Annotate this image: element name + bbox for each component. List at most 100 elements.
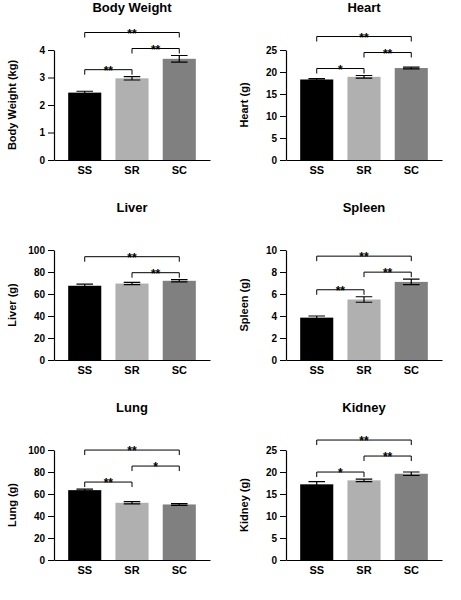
y-tick: 1 xyxy=(39,127,54,138)
x-tick: SS xyxy=(309,564,324,576)
x-tick-label: SR xyxy=(124,164,139,176)
y-tick-mark xyxy=(280,516,286,517)
y-tick: 80 xyxy=(34,467,54,478)
y-tick-mark xyxy=(280,360,286,361)
y-tick-label: 0 xyxy=(39,555,45,566)
x-tick-label: SC xyxy=(172,164,187,176)
y-tick: 25 xyxy=(266,445,286,456)
y-tick-label: 10 xyxy=(266,245,278,256)
x-axis-line xyxy=(55,560,211,561)
x-tick: SS xyxy=(77,364,92,376)
x-axis-line xyxy=(287,360,443,361)
y-tick: 40 xyxy=(34,311,54,322)
significance-label: ** xyxy=(127,444,137,458)
y-tick-label: 15 xyxy=(266,489,278,500)
y-tick-mark xyxy=(48,472,54,473)
bar xyxy=(300,79,333,160)
x-tick: SR xyxy=(124,164,139,176)
y-tick-label: 80 xyxy=(34,267,46,278)
y-axis-title: Kidney (g) xyxy=(238,478,250,532)
y-tick-mark xyxy=(280,250,286,251)
panel: Liver020406080100SSSRSCLiver (g)**** xyxy=(6,200,211,376)
y-tick-mark xyxy=(280,560,286,561)
x-tick: SS xyxy=(309,364,324,376)
bar xyxy=(163,281,196,360)
y-tick-mark xyxy=(48,560,54,561)
bar xyxy=(395,282,428,360)
x-tick: SR xyxy=(356,564,371,576)
y-tick: 60 xyxy=(34,289,54,300)
significance-label: ** xyxy=(359,250,369,264)
y-tick-label: 40 xyxy=(34,311,46,322)
x-tick: SS xyxy=(77,164,92,176)
error-bar xyxy=(308,482,325,487)
bar xyxy=(300,484,333,560)
bar xyxy=(68,490,101,560)
x-axis-line xyxy=(287,160,443,161)
bar xyxy=(68,93,101,160)
x-tick: SC xyxy=(404,564,419,576)
y-tick-label: 3 xyxy=(39,72,45,83)
y-tick-mark xyxy=(280,50,286,51)
y-tick-label: 4 xyxy=(271,311,277,322)
x-tick-label: SR xyxy=(356,364,371,376)
y-tick-label: 60 xyxy=(34,289,46,300)
y-tick-mark xyxy=(280,138,286,139)
bar xyxy=(347,480,380,560)
x-tick-label: SR xyxy=(356,164,371,176)
y-tick: 20 xyxy=(34,333,54,344)
plot-area xyxy=(68,280,196,360)
x-axis-line xyxy=(55,160,211,161)
error-bar xyxy=(356,76,373,79)
y-axis: 020406080100 xyxy=(28,445,54,566)
error-bar xyxy=(403,279,420,285)
significance-label: ** xyxy=(127,251,137,265)
y-tick-label: 1 xyxy=(39,127,45,138)
bar xyxy=(68,286,101,360)
y-tick-mark xyxy=(48,50,54,51)
y-tick-mark xyxy=(48,360,54,361)
chart-title: Liver xyxy=(116,200,147,215)
y-tick: 2 xyxy=(39,100,54,111)
x-tick: SR xyxy=(356,364,371,376)
y-tick-label: 2 xyxy=(271,333,277,344)
y-tick: 5 xyxy=(271,533,286,544)
bar xyxy=(115,503,148,560)
x-tick-label: SR xyxy=(124,564,139,576)
y-tick-mark xyxy=(48,450,54,451)
x-tick: SR xyxy=(124,564,139,576)
plot-area xyxy=(300,67,428,160)
y-tick: 5 xyxy=(271,133,286,144)
bar xyxy=(163,504,196,560)
y-axis: 020406080100 xyxy=(28,245,54,366)
y-axis: 0246810 xyxy=(266,245,287,366)
y-tick-mark xyxy=(48,105,54,106)
x-tick-label: SR xyxy=(356,564,371,576)
y-tick-mark xyxy=(280,94,286,95)
x-axis: SSSRSC xyxy=(55,561,211,576)
y-tick-label: 20 xyxy=(266,467,278,478)
x-tick-label: SR xyxy=(124,364,139,376)
error-bar xyxy=(124,502,141,504)
y-tick-label: 60 xyxy=(34,489,46,500)
y-tick: 100 xyxy=(28,445,54,456)
error-bar xyxy=(171,280,188,282)
error-bar xyxy=(308,79,325,81)
y-axis-line xyxy=(286,451,287,561)
y-tick-mark xyxy=(280,316,286,317)
y-tick: 0 xyxy=(39,155,54,166)
chart-title: Heart xyxy=(347,0,381,15)
y-tick-mark xyxy=(48,160,54,161)
y-axis-line xyxy=(54,251,55,361)
y-tick-label: 6 xyxy=(271,289,277,300)
y-tick: 10 xyxy=(266,245,286,256)
y-tick-mark xyxy=(48,516,54,517)
bar xyxy=(115,78,148,160)
chart-title: Lung xyxy=(116,400,148,415)
annotations: ***** xyxy=(85,444,180,490)
x-tick-label: SS xyxy=(77,164,92,176)
significance-label: ** xyxy=(359,434,369,448)
significance-label: ** xyxy=(359,31,369,45)
y-tick-mark xyxy=(48,338,54,339)
y-tick: 10 xyxy=(266,511,286,522)
